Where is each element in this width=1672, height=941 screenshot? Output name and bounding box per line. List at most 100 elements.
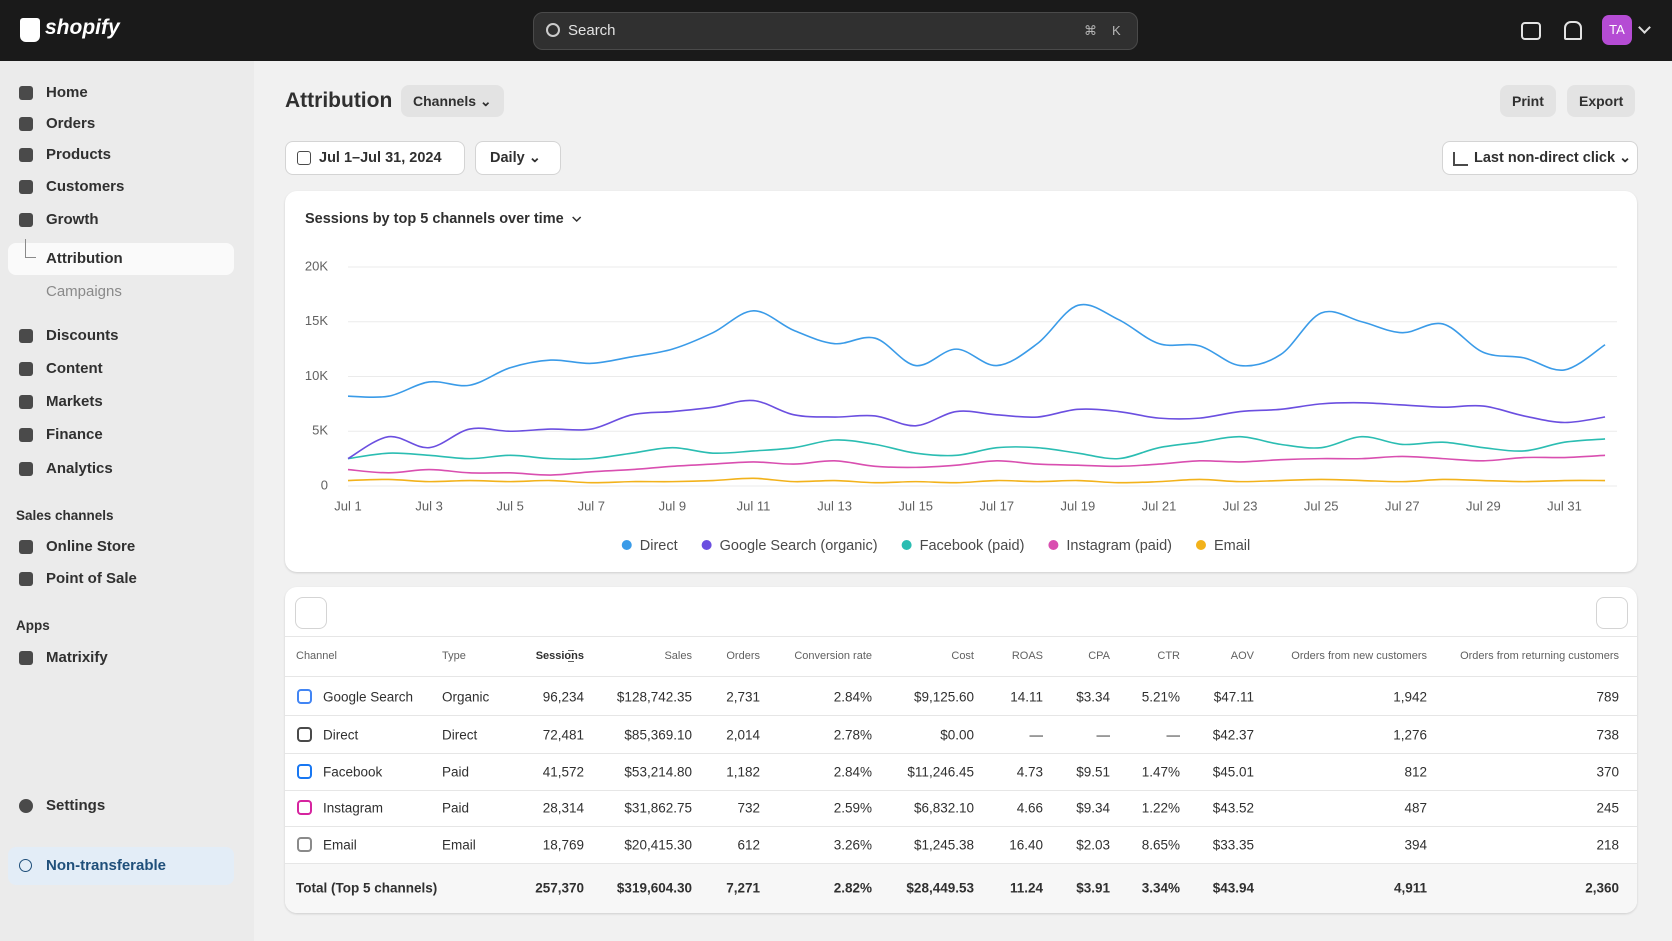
legend-item[interactable]: Instagram (paid) — [1048, 538, 1172, 554]
table-cell: Facebook — [323, 764, 383, 780]
chevron — [1638, 21, 1651, 34]
table-cell: 5.21% — [1141, 689, 1180, 705]
inbox-icon[interactable] — [1521, 22, 1541, 40]
nav-item[interactable]: Customers — [8, 171, 234, 203]
table-cell: $47.11 — [1213, 689, 1254, 705]
channel-icon — [297, 727, 312, 742]
nav-item[interactable]: Markets — [8, 386, 234, 418]
label: Last non-direct click — [1474, 150, 1616, 166]
table-cell: 2.78% — [833, 727, 872, 743]
legend-item[interactable]: Google Search (organic) — [701, 538, 878, 554]
nav-item[interactable]: Analytics — [8, 453, 234, 485]
table-cell: 4.73 — [1016, 764, 1043, 780]
date-picker[interactable]: Jul 1–Jul 31, 2024 — [285, 141, 465, 175]
divider — [285, 715, 1637, 716]
x-tick-label: Jul 29 — [1466, 498, 1501, 513]
nav-icon — [19, 329, 33, 343]
nav-icon — [19, 213, 33, 227]
logo[interactable]: shopify — [45, 16, 120, 39]
legend-label: Google Search (organic) — [720, 538, 878, 554]
total-row-bg — [285, 864, 1637, 913]
nav-item[interactable]: Orders — [8, 108, 234, 140]
legend-item[interactable]: Facebook (paid) — [901, 538, 1025, 554]
nav-item[interactable]: Matrixify — [8, 642, 234, 674]
print-button[interactable]: Print — [1500, 85, 1556, 117]
top-bar: shopify Search ⌘ K TA — [0, 0, 1672, 61]
search-placeholder: Search — [568, 22, 616, 39]
table-cell: 2.84% — [833, 689, 872, 705]
search-box[interactable]: Search ⌘ K — [533, 12, 1138, 50]
total-cell: 3.34% — [1141, 880, 1180, 896]
label: Jul 1–Jul 31, 2024 — [319, 150, 442, 166]
nav-item[interactable]: Attribution — [8, 239, 234, 275]
model-selector[interactable]: Last non-direct click ⌄ — [1442, 141, 1638, 175]
nav-item[interactable]: Growth — [8, 204, 234, 236]
columns-button[interactable] — [1596, 597, 1628, 629]
nav-item[interactable]: Point of Sale — [8, 563, 234, 595]
table-cell: 2.84% — [833, 764, 872, 780]
table-cell: 487 — [1404, 800, 1427, 816]
column-header: Type — [442, 650, 466, 662]
avatar[interactable]: TA — [1602, 15, 1632, 45]
granularity-selector[interactable]: Daily ⌄ — [475, 141, 561, 175]
y-tick-label: 5K — [312, 423, 328, 438]
x-tick-label: Jul 11 — [737, 498, 771, 513]
table-cell: Organic — [442, 689, 490, 705]
label: Channels — [413, 93, 477, 109]
table-cell: Instagram — [323, 800, 384, 816]
shortcut-key: ⌘ — [1084, 23, 1097, 38]
column-header: CPA — [1088, 650, 1110, 662]
legend-item[interactable]: Direct — [621, 538, 678, 554]
x-tick-label: Jul 15 — [898, 498, 933, 513]
table-cell: Email — [323, 837, 357, 853]
nav-icon — [19, 428, 33, 442]
nav-item[interactable]: Discounts — [8, 320, 234, 352]
table-cell: $9.34 — [1076, 800, 1110, 816]
nav-item[interactable]: Finance — [8, 419, 234, 451]
sort-icon[interactable] — [568, 650, 574, 662]
x-tick-label: Jul 17 — [979, 498, 1014, 513]
nav-item[interactable]: Products — [8, 139, 234, 171]
table-cell: Paid — [442, 764, 470, 780]
column-header: Conversion rate — [794, 650, 872, 662]
column-header: CTR — [1157, 650, 1180, 662]
sidebar: Home Orders Products Customers Growth Attribu… — [0, 61, 254, 941]
table-cell: $20,415.30 — [624, 837, 692, 853]
divider — [285, 753, 1637, 754]
x-tick-label: Jul 21 — [1142, 498, 1177, 513]
nav-item[interactable]: Home — [8, 77, 234, 109]
x-tick-label: Jul 27 — [1385, 498, 1420, 513]
section-heading[interactable]: Apps — [16, 618, 50, 633]
column-header: Cost — [951, 650, 974, 662]
section-heading[interactable]: Sales channels — [16, 508, 114, 523]
nav-item[interactable]: Content — [8, 353, 234, 385]
total-cell: $3.91 — [1076, 880, 1110, 896]
nav-item[interactable]: Settings — [8, 790, 234, 822]
x-tick-label: Jul 31 — [1547, 498, 1582, 513]
page-title: Attribution — [285, 89, 393, 112]
filter-button[interactable] — [295, 597, 327, 629]
nav-icon — [19, 799, 33, 813]
legend-label: Email — [1214, 538, 1250, 554]
column-header: AOV — [1230, 650, 1254, 662]
nav-item[interactable]: Campaigns — [46, 283, 122, 300]
divider — [285, 676, 1637, 677]
column-header: Sales — [664, 650, 692, 662]
table-cell: 370 — [1596, 764, 1619, 780]
info-icon — [19, 859, 32, 872]
total-cell: $43.94 — [1212, 880, 1254, 896]
table-cell: Email — [442, 837, 476, 853]
table-cell: $43.52 — [1212, 800, 1254, 816]
table-cell: 2.59% — [833, 800, 872, 816]
bell-icon[interactable] — [1564, 21, 1582, 40]
chart-title[interactable]: Sessions by top 5 channels over time — [305, 211, 564, 227]
view-selector[interactable]: Channels ⌄ — [401, 85, 504, 117]
column-header: Channel — [296, 650, 337, 662]
divider — [285, 863, 1637, 864]
nav-item[interactable]: Online Store — [8, 531, 234, 563]
column-header: Sessions — [535, 650, 584, 662]
export-button[interactable]: Export — [1567, 85, 1636, 117]
table-cell: — — [1029, 727, 1044, 743]
table-cell: $53,214.80 — [624, 764, 692, 780]
legend-item[interactable]: Email — [1195, 538, 1250, 554]
